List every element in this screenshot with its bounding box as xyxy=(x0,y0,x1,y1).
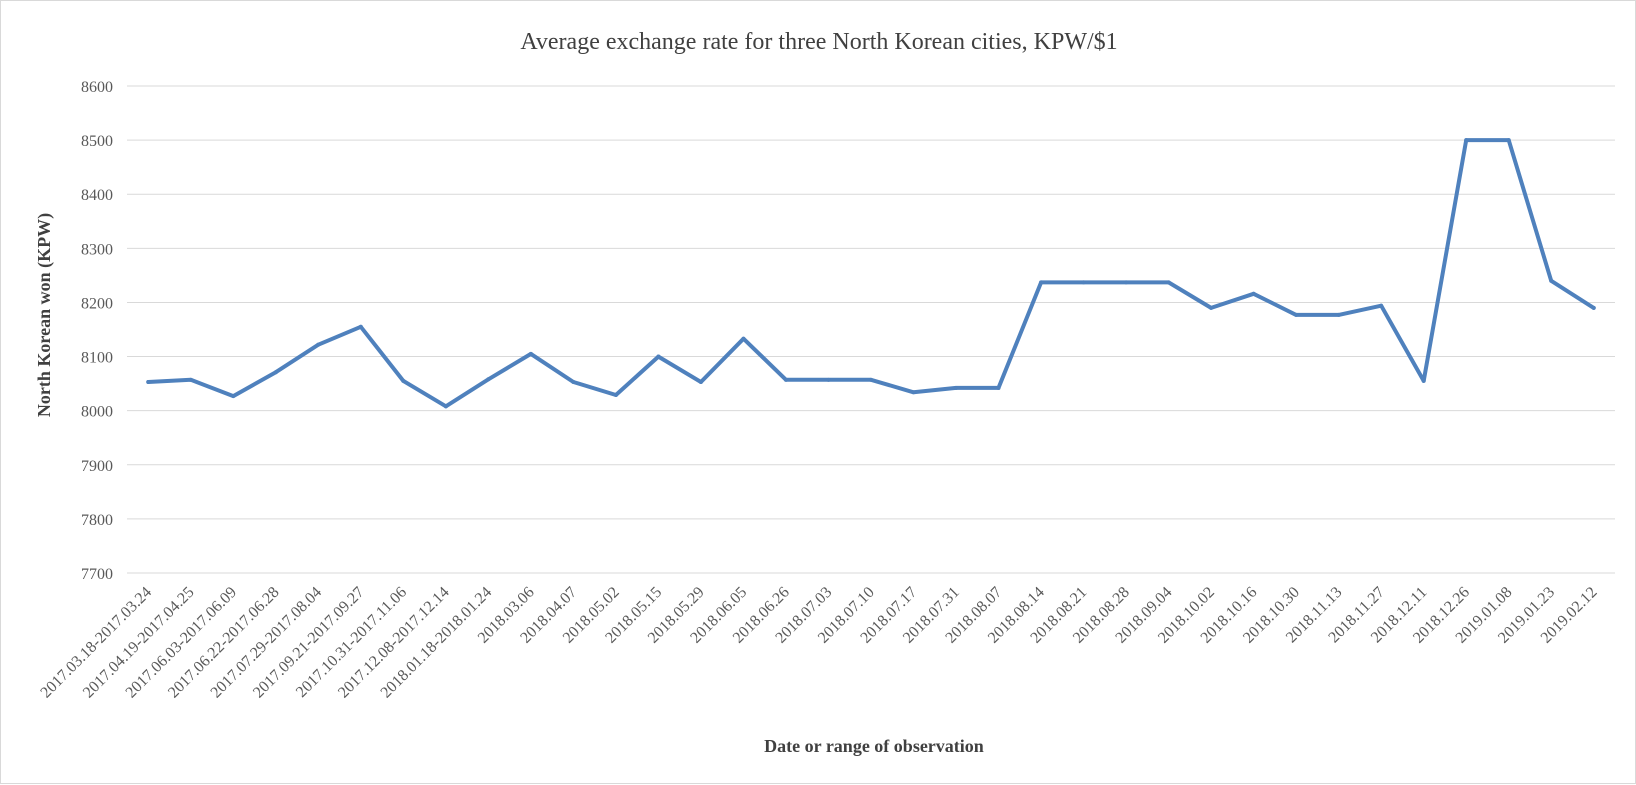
y-tick-label: 7700 xyxy=(81,566,113,583)
y-tick-label: 7800 xyxy=(81,512,113,529)
data-point xyxy=(273,370,278,375)
data-point xyxy=(869,377,873,382)
data-point xyxy=(698,379,703,384)
data-point xyxy=(1591,305,1596,310)
y-tick-label: 8600 xyxy=(81,79,113,96)
data-point xyxy=(358,324,363,329)
data-point xyxy=(1379,303,1384,308)
y-tick-label: 8200 xyxy=(81,295,113,312)
y-tick-label: 8000 xyxy=(81,404,113,421)
data-point xyxy=(1081,280,1086,285)
y-tick-label: 8400 xyxy=(81,187,113,204)
data-point xyxy=(783,377,788,382)
x-axis-ticks: 2017.03.18-2017.03.242017.04.19-2017.04.… xyxy=(37,584,1600,702)
y-tick-label: 7900 xyxy=(81,458,113,475)
data-point xyxy=(1039,280,1044,285)
data-point xyxy=(188,377,193,382)
data-point xyxy=(528,351,533,356)
data-point xyxy=(826,377,831,382)
data-point xyxy=(656,354,661,359)
data-point xyxy=(1336,312,1341,317)
data-point xyxy=(1506,138,1511,143)
series-layer xyxy=(146,138,1596,409)
data-point xyxy=(1166,280,1171,285)
y-tick-label: 8300 xyxy=(81,241,113,258)
data-point xyxy=(146,379,151,384)
data-point xyxy=(741,336,746,341)
y-axis-title: North Korean won (KPW) xyxy=(34,213,55,417)
data-point xyxy=(1294,312,1299,317)
gridlines xyxy=(127,85,1615,574)
data-point xyxy=(571,379,576,384)
y-axis-ticks: 7700 7800 7900 8000 8100 8200 8300 8400 8500 8600 xyxy=(81,79,113,583)
data-point xyxy=(231,394,236,399)
data-point xyxy=(1549,278,1554,283)
data-point xyxy=(1209,305,1214,310)
data-point xyxy=(954,385,959,390)
data-point xyxy=(486,377,491,382)
series-line-0 xyxy=(146,138,1596,409)
chart-title: Average exchange rate for three North Ko… xyxy=(520,29,1117,55)
data-point xyxy=(613,392,618,397)
y-tick-label: 8100 xyxy=(81,350,113,367)
data-point xyxy=(1421,378,1426,383)
x-axis-title: Date or range of observation xyxy=(764,736,984,756)
data-point xyxy=(443,404,448,409)
data-point xyxy=(1464,138,1469,143)
data-point xyxy=(401,378,406,383)
data-point xyxy=(316,342,321,347)
data-point xyxy=(996,385,1001,390)
data-point xyxy=(1124,280,1129,285)
data-point xyxy=(1251,291,1256,296)
y-tick-label: 8500 xyxy=(81,133,113,150)
data-point xyxy=(911,390,916,395)
